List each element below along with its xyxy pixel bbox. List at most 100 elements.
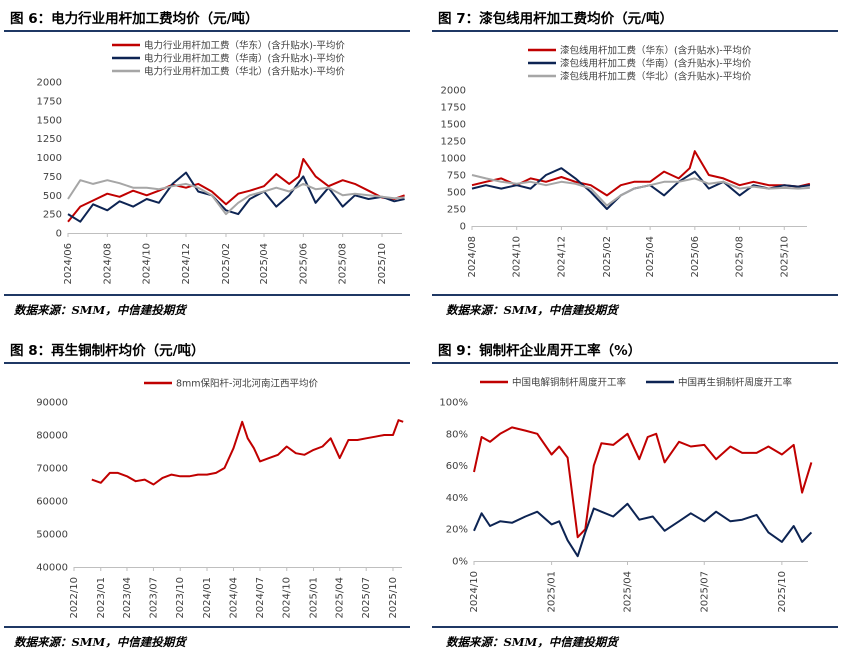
series-line-2 <box>473 502 813 558</box>
x-tick-label: 2025/04 <box>335 577 346 619</box>
x-tick-label: 2024/12 <box>556 236 567 278</box>
x-tick-label: 2023/01 <box>96 577 107 619</box>
y-tick-label: 1500 <box>37 115 62 126</box>
y-tick-label: 0 <box>460 222 466 233</box>
y-tick-label: 1000 <box>37 153 62 164</box>
x-tick-label: 2025/10 <box>779 236 790 278</box>
y-tick-label: 0 <box>56 229 62 240</box>
x-tick-label: 2025/02 <box>602 236 613 278</box>
x-tick-label: 2024/07 <box>255 577 266 619</box>
legend-label: 电力行业用杆加工费（华东）(含升贴水)-平均价 <box>144 40 345 52</box>
x-tick-label: 2025/04 <box>645 236 656 278</box>
y-tick-label: 100% <box>439 398 468 409</box>
y-tick-label: 90000 <box>36 398 68 409</box>
x-tick-label: 2025/10 <box>377 243 388 285</box>
legend-label: 8mm保阳杆-河北河南江西平均价 <box>176 378 318 390</box>
x-tick-label: 2024/01 <box>202 577 213 619</box>
series-line-1 <box>91 419 404 486</box>
x-tick-label: 2025/07 <box>361 577 372 619</box>
x-tick-label: 2024/10 <box>142 243 153 285</box>
y-tick-label: 250 <box>43 210 62 221</box>
y-tick-label: 2000 <box>37 78 62 89</box>
x-tick-label: 2023/04 <box>122 577 133 619</box>
chart-title: 图 8：再生铜制杆均价（元/吨） <box>10 343 205 359</box>
title-rule <box>4 30 410 32</box>
legend-label: 漆包线用杆加工费（华北）(含升贴水)-平均价 <box>560 71 752 83</box>
y-tick-label: 40% <box>446 493 468 504</box>
x-tick-label: 2024/04 <box>228 577 239 619</box>
y-tick-label: 40000 <box>36 563 68 574</box>
x-tick-label: 2025/07 <box>699 571 710 613</box>
series-line-1 <box>471 150 811 197</box>
x-tick-label: 2024/12 <box>181 243 192 285</box>
y-tick-label: 1500 <box>441 120 466 131</box>
y-tick-label: 500 <box>43 191 62 202</box>
source-note: 数据来源：SMM，中信建投期货 <box>446 635 618 649</box>
footer-rule <box>4 294 410 296</box>
source-note: 数据来源：SMM，中信建投期货 <box>446 303 618 317</box>
title-rule <box>432 362 838 364</box>
x-tick-label: 2025/10 <box>777 571 788 613</box>
y-tick-label: 1250 <box>441 137 466 148</box>
x-tick-label: 2025/08 <box>338 243 349 285</box>
series-line-3 <box>67 179 405 216</box>
x-tick-label: 2025/06 <box>690 236 701 278</box>
line-chart-7: 0 250 500 750 1000 1250 1500 1750 2000 2024/08 202… <box>441 45 811 278</box>
x-tick-label: 2024/10 <box>512 236 523 278</box>
x-tick-label: 2022/10 <box>69 577 80 619</box>
series-line-2 <box>471 167 811 210</box>
y-tick-label: 80000 <box>36 431 68 442</box>
y-tick-label: 0% <box>452 557 468 568</box>
series-line-1 <box>67 158 405 223</box>
x-tick-label: 2025/10 <box>388 577 399 619</box>
x-tick-label: 2025/01 <box>309 577 320 619</box>
title-rule <box>4 362 410 364</box>
y-tick-label: 250 <box>447 205 466 216</box>
x-tick-label: 2023/10 <box>175 577 186 619</box>
chart-panel-6: 图 6：电力行业用杆加工费均价（元/吨） 0 250 500 750 1000 1250 1… <box>4 0 412 322</box>
chart-panel-7: 图 7：漆包线用杆加工费均价（元/吨） 0 250 500 750 1000 1250 15… <box>432 0 840 322</box>
y-tick-label: 70000 <box>36 464 68 475</box>
y-tick-label: 1000 <box>441 154 466 165</box>
line-chart-9: 0% 20% 40% 60% 80% 100% 2024/10 2025/01 2025/04 2… <box>439 377 813 613</box>
line-chart-8: 40000 50000 60000 70000 80000 90000 2022/10 202… <box>36 378 404 619</box>
x-tick-label: 2024/10 <box>282 577 293 619</box>
x-tick-label: 2025/04 <box>259 243 270 285</box>
y-tick-label: 20% <box>446 525 468 536</box>
y-tick-label: 750 <box>43 172 62 183</box>
title-rule <box>432 30 838 32</box>
footer-rule <box>432 626 838 628</box>
y-tick-label: 60% <box>446 461 468 472</box>
y-tick-label: 750 <box>447 171 466 182</box>
series-line-3 <box>471 174 810 207</box>
y-tick-label: 1750 <box>441 103 466 114</box>
x-tick-label: 2025/06 <box>298 243 309 285</box>
x-tick-label: 2025/08 <box>735 236 746 278</box>
footer-rule <box>432 294 838 296</box>
series-line-2 <box>67 171 405 223</box>
source-note: 数据来源：SMM，中信建投期货 <box>14 303 186 317</box>
footer-rule <box>4 626 410 628</box>
x-tick-label: 2024/08 <box>467 236 478 278</box>
y-tick-label: 50000 <box>36 530 68 541</box>
legend-label: 电力行业用杆加工费（华南）(含升贴水)-平均价 <box>144 53 345 65</box>
x-tick-label: 2023/07 <box>148 577 159 619</box>
y-tick-label: 60000 <box>36 497 68 508</box>
x-tick-label: 2025/02 <box>221 243 232 285</box>
y-tick-label: 500 <box>447 188 466 199</box>
chart-title: 图 7：漆包线用杆加工费均价（元/吨） <box>438 11 674 27</box>
y-tick-label: 2000 <box>441 86 466 97</box>
y-tick-label: 80% <box>446 429 468 440</box>
x-tick-label: 2025/04 <box>623 571 634 613</box>
line-chart-6: 0 250 500 750 1000 1250 1500 1750 2000 2024/06 202… <box>37 40 405 285</box>
chart-panel-9: 图 9：铜制杆企业周开工率（%） 0% 20% 40% 60% 80% 100% 2024/… <box>432 336 840 656</box>
x-tick-label: 2024/06 <box>63 243 74 285</box>
x-tick-label: 2024/08 <box>102 243 113 285</box>
legend-label: 中国再生铜制杆周度开工率 <box>678 377 793 389</box>
chart-title: 图 6：电力行业用杆加工费均价（元/吨） <box>10 11 259 27</box>
legend-label: 中国电解铜制杆周度开工率 <box>512 377 627 389</box>
series-line-1 <box>473 426 813 539</box>
legend-label: 漆包线用杆加工费（华南）(含升贴水)-平均价 <box>560 58 752 70</box>
y-tick-label: 1750 <box>37 96 62 107</box>
x-tick-label: 2024/10 <box>469 571 480 613</box>
